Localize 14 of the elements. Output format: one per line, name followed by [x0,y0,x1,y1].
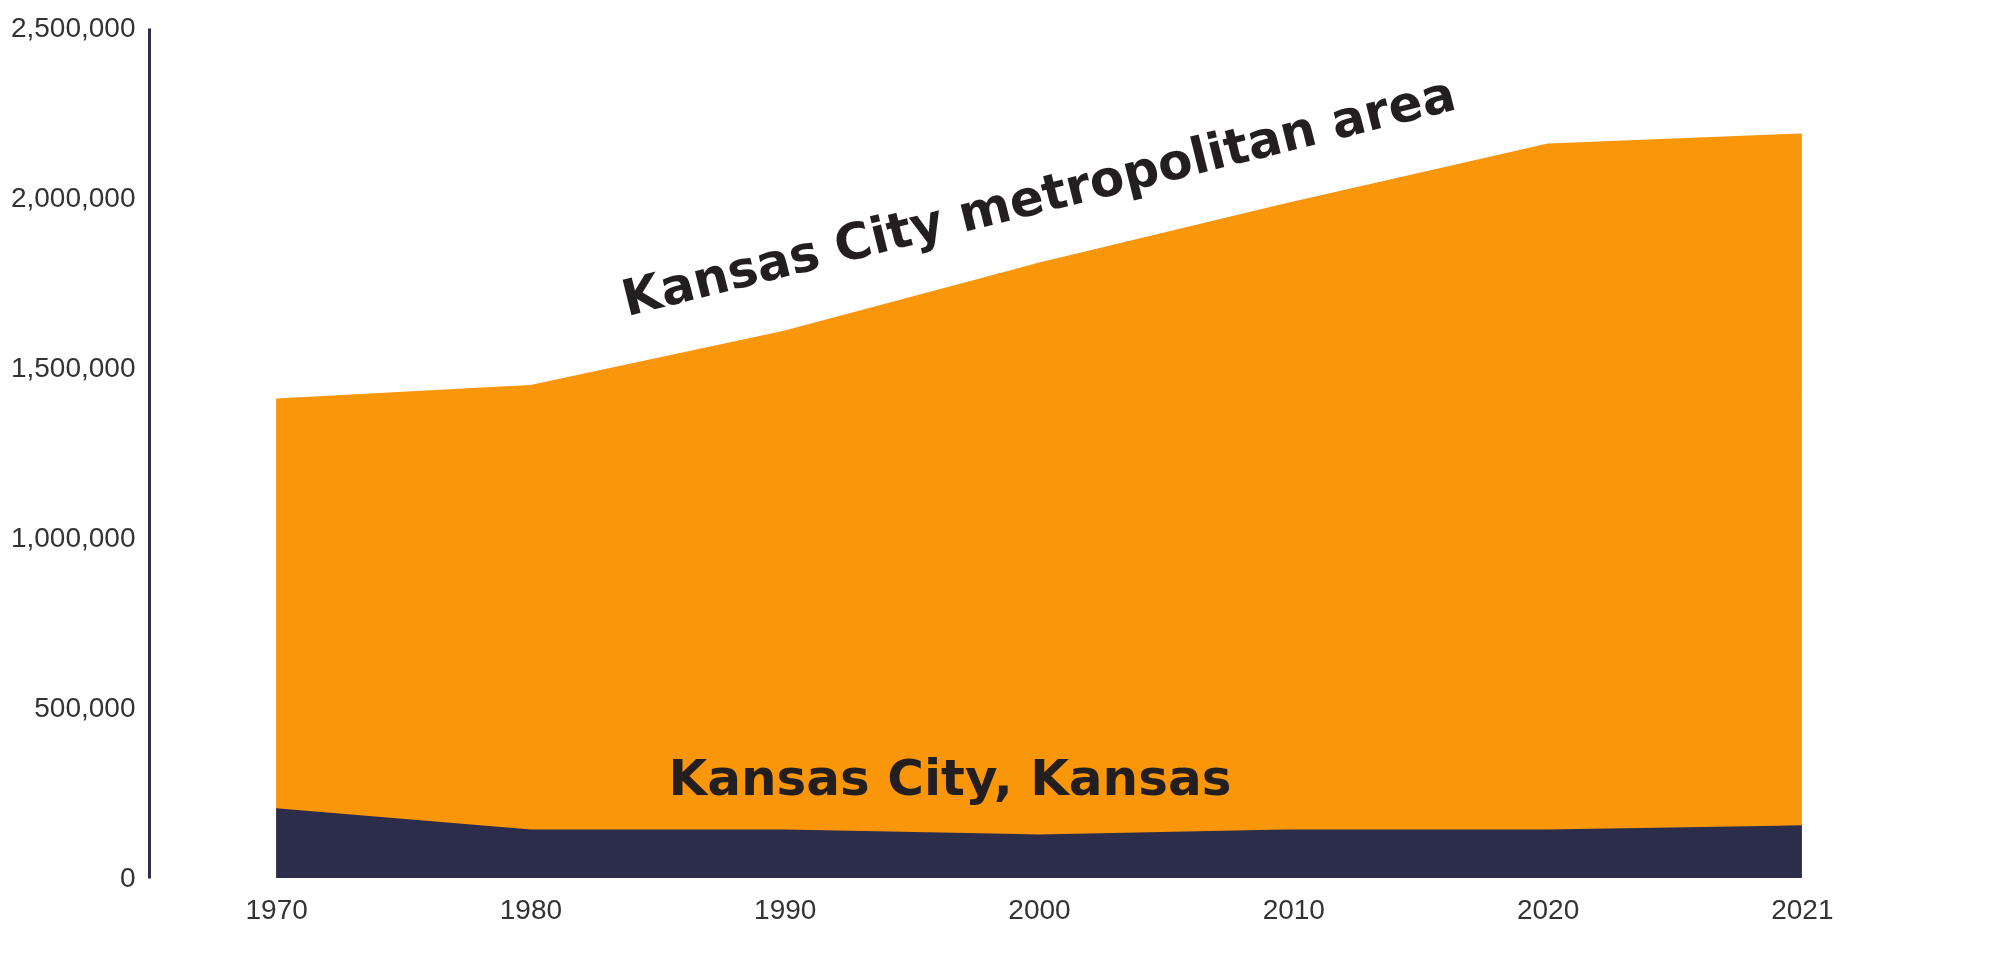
y-tick-label: 1,500,000 [10,351,136,383]
series-label: Kansas City, Kansas [668,749,1232,808]
y-tick-label: 0 [119,861,136,893]
y-tick-label: 2,000,000 [10,181,136,213]
x-tick-label: 1990 [754,893,817,925]
y-tick-label: 500,000 [34,691,136,723]
x-tick-label: 1970 [245,893,308,925]
x-tick-label: 1980 [499,893,563,925]
y-tick-label: 2,500,000 [10,11,136,43]
x-tick-label: 2010 [1262,893,1325,925]
x-tick-label: 2020 [1516,893,1580,925]
y-tick-label: 1,000,000 [10,521,136,553]
x-tick-label: 2021 [1771,893,1834,925]
x-tick-label: 2000 [1008,893,1071,925]
